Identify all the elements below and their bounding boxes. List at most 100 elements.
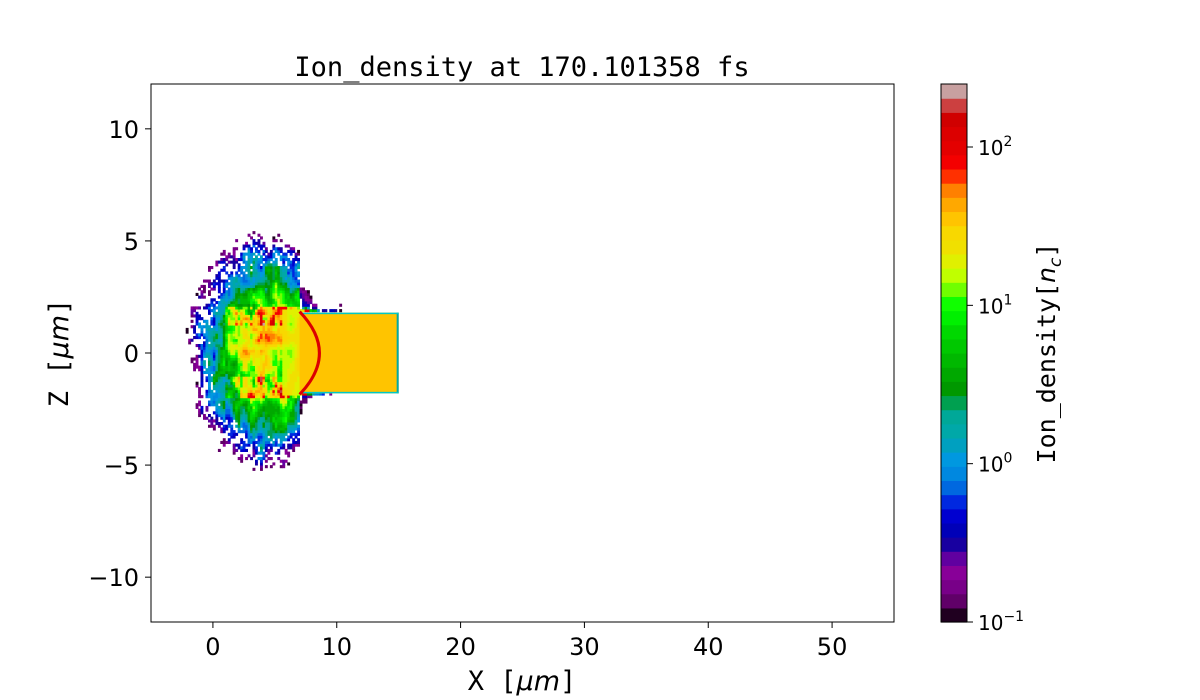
density-cell	[237, 376, 241, 380]
density-cell	[264, 298, 268, 302]
density-cell	[284, 317, 288, 321]
density-cell	[255, 379, 258, 383]
density-cell	[250, 416, 253, 420]
density-cell	[240, 295, 244, 299]
density-cell	[262, 241, 266, 245]
density-cell	[252, 274, 256, 278]
density-cell	[274, 290, 278, 294]
density-cell	[215, 352, 219, 356]
density-cell	[220, 440, 224, 444]
density-cell	[208, 370, 211, 374]
density-cell	[235, 419, 239, 423]
density-cell	[210, 370, 214, 374]
density-cell	[284, 389, 288, 393]
density-cell	[215, 392, 219, 396]
density-cell	[247, 325, 251, 329]
density-cell	[267, 344, 271, 348]
density-cell	[200, 365, 204, 369]
density-cell	[279, 381, 283, 385]
density-cell	[242, 301, 246, 305]
density-cell	[242, 405, 246, 409]
density-cell	[242, 319, 246, 323]
density-cell	[250, 327, 253, 331]
y-tick-label: 5	[124, 228, 139, 256]
density-cell	[272, 432, 276, 436]
density-cell	[242, 389, 246, 393]
density-cell	[329, 309, 333, 313]
density-cell	[245, 387, 248, 391]
density-cell	[272, 357, 276, 361]
density-cell	[200, 317, 204, 321]
density-cell	[222, 344, 226, 348]
density-cell	[284, 381, 288, 385]
density-cell	[210, 365, 214, 369]
density-cell	[269, 311, 273, 315]
density-cell	[277, 408, 281, 412]
density-cell	[260, 405, 263, 409]
density-cell	[235, 403, 239, 407]
density-cell	[255, 424, 258, 428]
density-cell	[232, 414, 236, 418]
density-cell	[245, 319, 248, 323]
density-cell	[215, 330, 219, 334]
density-cell	[260, 379, 263, 383]
density-cell	[225, 306, 229, 310]
density-cell	[264, 306, 268, 310]
density-cell	[232, 325, 236, 329]
density-cell	[277, 268, 281, 272]
density-cell	[264, 379, 268, 383]
density-cell	[299, 411, 303, 415]
density-cell	[247, 432, 251, 436]
density-cell	[255, 395, 258, 399]
density-cell	[279, 341, 283, 345]
density-cell	[235, 306, 239, 310]
density-cell	[287, 443, 291, 447]
density-cell	[225, 341, 229, 345]
density-cell	[225, 405, 229, 409]
density-cell	[188, 338, 192, 342]
density-cell	[252, 435, 256, 439]
density-cell	[242, 282, 246, 286]
density-cell	[240, 454, 244, 458]
density-cell	[252, 295, 256, 299]
density-cell	[284, 336, 288, 340]
density-cell	[203, 284, 206, 288]
density-cell	[220, 376, 224, 380]
density-cell	[264, 419, 268, 423]
density-cell	[252, 427, 256, 431]
density-cell	[292, 295, 296, 299]
density-cell	[282, 282, 286, 286]
density-cell	[235, 311, 239, 315]
density-cell	[262, 357, 266, 361]
density-cell	[289, 354, 293, 358]
density-cell	[245, 373, 248, 377]
density-cell	[242, 341, 246, 345]
density-cell	[287, 290, 291, 294]
density-cell	[210, 303, 214, 307]
density-cell	[255, 247, 258, 251]
density-cell	[267, 325, 271, 329]
density-cell	[289, 352, 293, 356]
density-cell	[287, 368, 291, 372]
density-cell	[289, 252, 293, 256]
density-cell	[255, 303, 258, 307]
density-cell	[262, 440, 266, 444]
density-cell	[227, 287, 231, 291]
density-cell	[287, 384, 291, 388]
density-cell	[215, 381, 219, 385]
density-cell	[297, 344, 300, 348]
density-cell	[252, 303, 256, 307]
density-cell	[257, 276, 261, 280]
density-cell	[269, 365, 273, 369]
density-cell	[235, 317, 239, 321]
density-cell	[299, 309, 303, 313]
colorbar-band	[941, 381, 967, 397]
density-cell	[279, 301, 283, 305]
density-cell	[237, 427, 241, 431]
density-cell	[287, 292, 291, 296]
density-cell	[269, 263, 273, 267]
density-cell	[274, 354, 278, 358]
density-cell	[272, 352, 276, 356]
density-cell	[237, 284, 241, 288]
density-cell	[279, 411, 283, 415]
